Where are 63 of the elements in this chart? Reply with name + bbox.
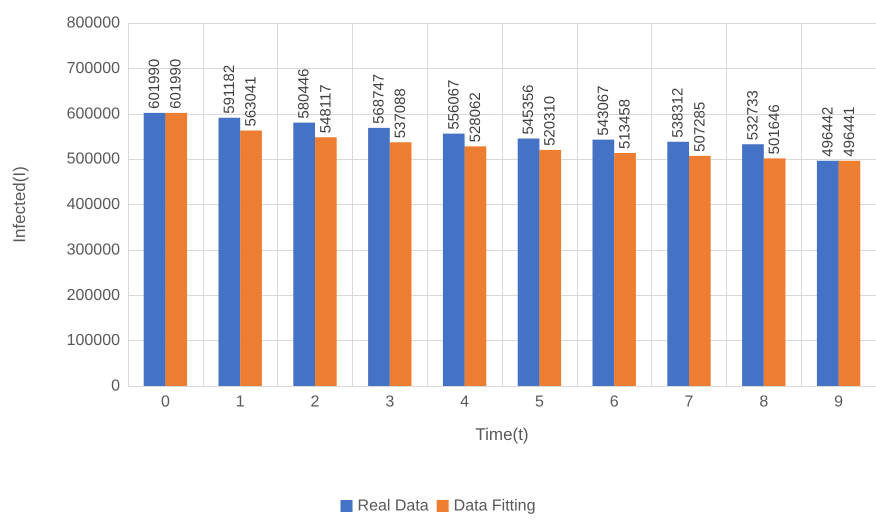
y-tick-label: 600000	[66, 105, 120, 122]
data-label: 543067	[594, 86, 612, 136]
x-tick-label: 1	[236, 394, 245, 410]
x-tick-label: 3	[385, 394, 394, 410]
x-tick-label: 9	[834, 394, 844, 410]
bar	[667, 142, 689, 386]
data-label: 507285	[691, 102, 708, 152]
data-label: 501646	[766, 104, 784, 154]
y-tick-label: 0	[111, 378, 120, 394]
bar	[518, 138, 540, 386]
data-label: 556067	[445, 80, 462, 130]
bar	[442, 134, 465, 386]
legend-label: Real Data	[358, 498, 429, 514]
y-tick-label: 100000	[66, 332, 120, 350]
bar	[764, 158, 786, 386]
bar	[144, 112, 166, 386]
x-tick-label: 2	[310, 394, 320, 410]
x-tick-label: 8	[759, 394, 768, 410]
bar	[165, 112, 188, 386]
bar	[240, 130, 262, 386]
y-tick-label: 500000	[66, 150, 120, 168]
data-label: 548117	[317, 84, 334, 134]
x-axis-title: Time(t)	[475, 425, 529, 444]
data-label: 513458	[616, 98, 634, 150]
x-tick-label: 7	[684, 394, 694, 410]
y-tick-label: 700000	[66, 60, 120, 77]
data-label: 563041	[242, 76, 260, 127]
bar	[742, 144, 764, 386]
legend-label: Data Fitting	[454, 498, 536, 514]
data-label: 537088	[392, 88, 410, 138]
bar	[592, 140, 614, 386]
x-tick-label: 5	[534, 394, 544, 410]
bar	[368, 128, 390, 386]
data-label: 520310	[542, 96, 559, 146]
data-label: 601990	[168, 58, 185, 109]
data-label: 496441	[840, 106, 858, 157]
bar	[816, 160, 839, 386]
x-tick-label: 4	[460, 394, 470, 410]
x-tick-label: 0	[160, 394, 170, 410]
x-tick-label: 6	[610, 394, 619, 410]
bar	[464, 146, 486, 386]
data-label: 545356	[520, 84, 538, 135]
bar	[689, 156, 711, 386]
data-label: 538312	[670, 88, 687, 138]
data-label: 496442	[819, 106, 836, 157]
y-tick-label: 800000	[66, 14, 120, 32]
data-label: 532733	[744, 90, 762, 140]
data-label: 568747	[370, 74, 388, 124]
bar	[293, 122, 315, 386]
data-label: 580446	[296, 68, 313, 119]
y-tick-label: 400000	[66, 196, 120, 213]
bar	[838, 160, 860, 386]
bar	[390, 142, 412, 386]
y-axis-title: Infected(I)	[10, 166, 29, 243]
y-tick-label: 200000	[66, 286, 120, 304]
bar	[315, 137, 337, 386]
data-label: 591182	[220, 64, 238, 114]
bar	[218, 118, 240, 386]
data-label: 601990	[146, 58, 164, 109]
bar	[539, 150, 562, 386]
y-tick-label: 300000	[66, 241, 120, 258]
data-label: 528062	[466, 92, 484, 142]
bar	[614, 153, 636, 386]
